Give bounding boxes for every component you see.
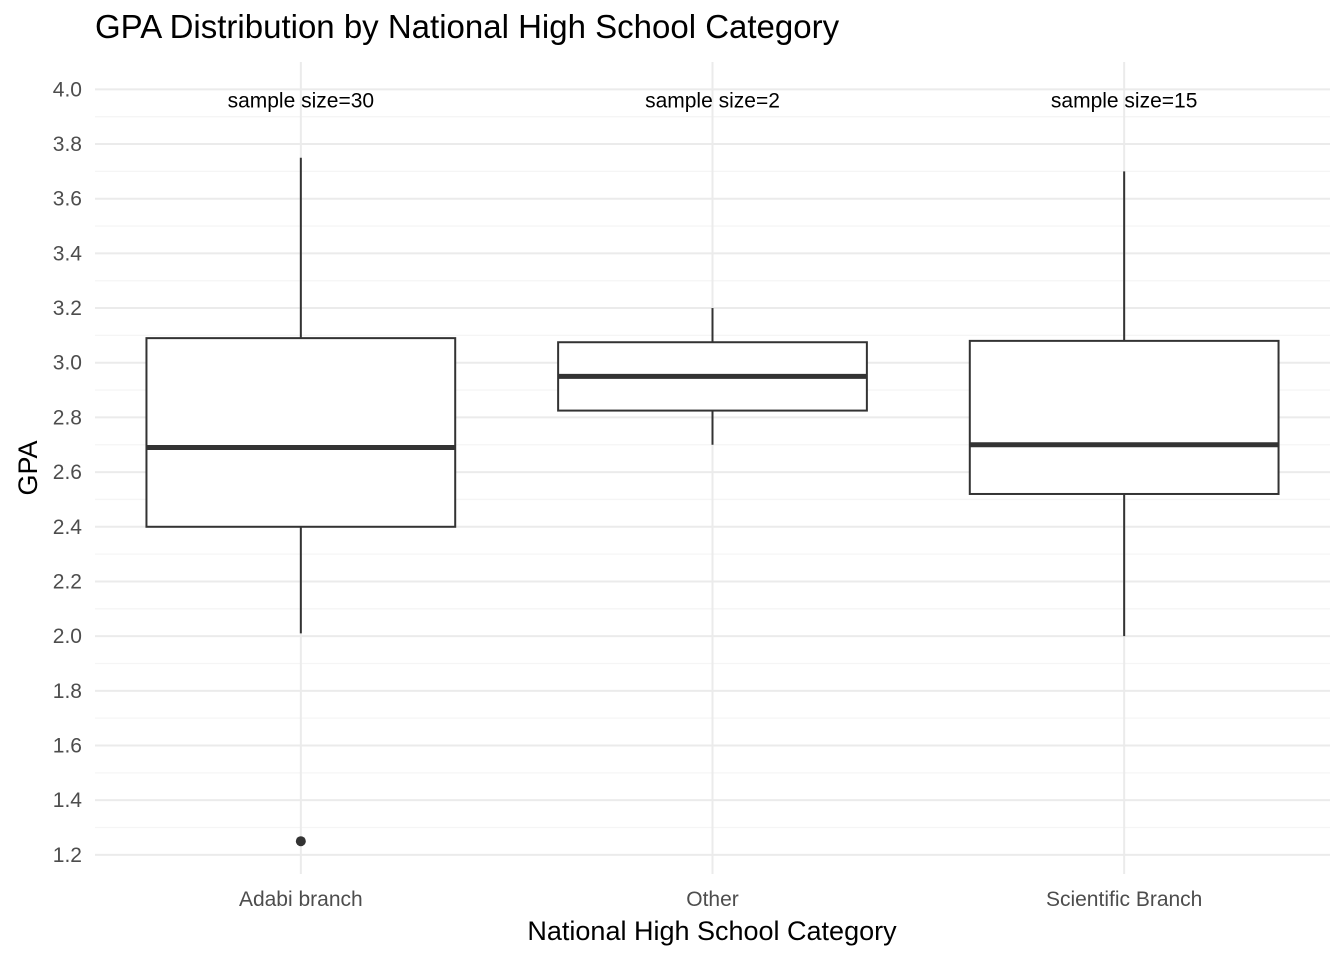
y-tick-label: 1.4 bbox=[53, 789, 83, 812]
boxplot-2 bbox=[557, 308, 868, 445]
x-tick-label: Adabi branch bbox=[239, 888, 363, 911]
y-tick-label: 4.0 bbox=[53, 78, 82, 101]
y-tick-label: 3.8 bbox=[53, 133, 82, 156]
boxplot-3 bbox=[968, 171, 1280, 637]
boxplot-1 bbox=[145, 157, 457, 847]
y-tick-label: 3.2 bbox=[53, 297, 82, 320]
y-tick-label: 3.0 bbox=[53, 352, 82, 375]
y-tick-labels: 1.2 1.4 1.6 1.8 2.0 2.2 2.4 2.6 2.8 3.0 3.2 3.4 3.6 3… bbox=[53, 78, 83, 867]
x-tick-labels: Adabi branch Other Scientific Branch bbox=[239, 888, 1202, 911]
sample-size-label: sample size=30 bbox=[228, 89, 375, 112]
y-tick-label: 2.4 bbox=[53, 516, 83, 539]
interquartile-box bbox=[968, 339, 1280, 495]
y-tick-label: 1.6 bbox=[53, 735, 82, 758]
x-tick-label: Other bbox=[686, 888, 739, 911]
outlier-point bbox=[295, 836, 306, 847]
y-tick-label: 1.2 bbox=[53, 844, 82, 867]
y-tick-label: 1.8 bbox=[53, 680, 82, 703]
y-axis-title: GPA bbox=[13, 440, 43, 495]
x-axis-title: National High School Category bbox=[527, 916, 897, 946]
box-layer bbox=[145, 157, 1280, 847]
y-tick-label: 2.0 bbox=[53, 625, 82, 648]
x-tick-label: Scientific Branch bbox=[1046, 888, 1202, 911]
y-tick-label: 2.2 bbox=[53, 570, 82, 593]
y-tick-label: 3.4 bbox=[53, 242, 83, 265]
interquartile-box bbox=[145, 337, 457, 528]
sample-size-label: sample size=2 bbox=[645, 89, 780, 112]
annotation-layer: sample size=30 sample size=2 sample size=1… bbox=[228, 89, 1198, 112]
sample-size-label: sample size=15 bbox=[1051, 89, 1198, 112]
y-tick-label: 2.6 bbox=[53, 461, 82, 484]
y-tick-label: 2.8 bbox=[53, 406, 82, 429]
chart-title: GPA Distribution by National High School… bbox=[95, 8, 840, 45]
y-tick-label: 3.6 bbox=[53, 188, 82, 211]
